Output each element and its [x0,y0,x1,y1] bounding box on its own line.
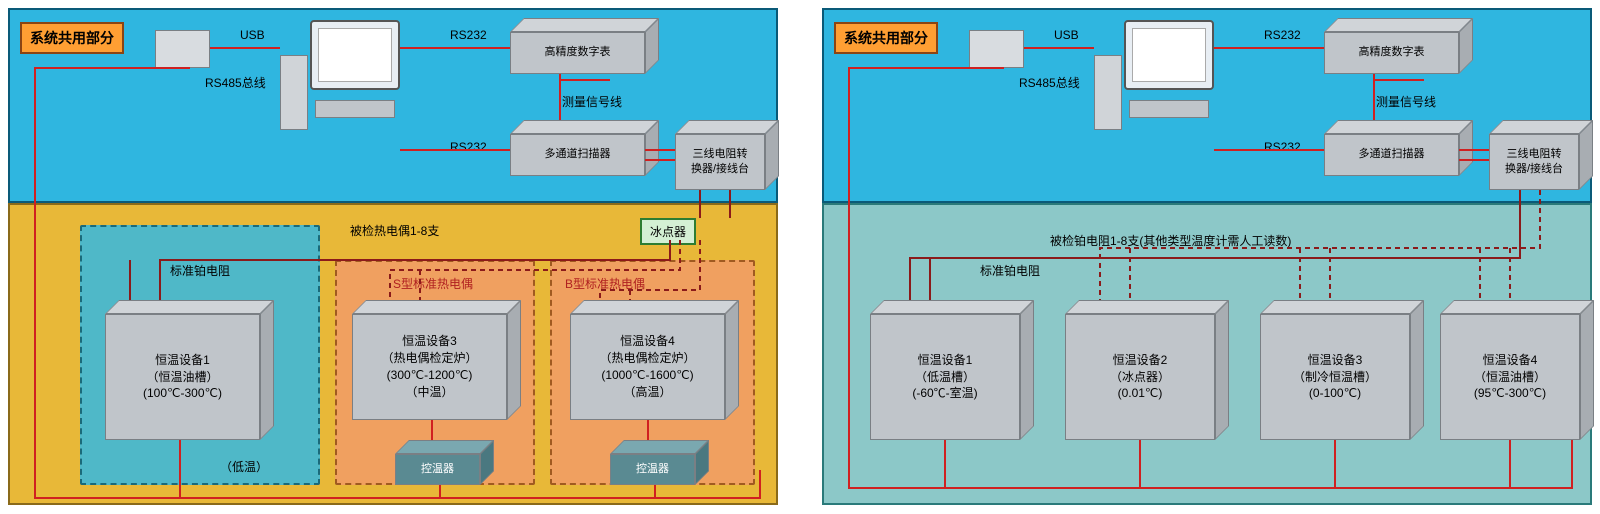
right-label-std-prt: 标准铂电阻 [980,262,1040,279]
left-dev4: 恒温设备4（热电偶检定炉）(1000℃-1600℃)（高温） [570,300,725,420]
left-label-std-prt: 标准铂电阻 [170,262,230,279]
right-scanner: 多通道扫描器 [1324,120,1459,176]
right-label-check-prt: 被检铂电阻1-8支(其他类型温度计需人工读数) [1050,232,1291,249]
left-label-rs485: RS485总线 [205,74,266,91]
right-dev4: 恒温设备4（恒温油槽）(95℃-300℃) [1440,300,1580,440]
right-computer-icon [1094,20,1234,130]
left-label-usb: USB [240,28,265,42]
right-label-measline: 测量信号线 [1376,93,1436,110]
right-label-usb: USB [1054,28,1079,42]
left-junction: 三线电阻转换器/接线台 [675,120,765,190]
left-label-check-tc: 被检热电偶1-8支 [350,222,439,239]
right-label-rs485: RS485总线 [1019,74,1080,91]
left-ice-box: 冰点器 [640,218,696,245]
right-digital-meter: 高精度数字表 [1324,18,1459,74]
left-label-rs232-top: RS232 [450,28,487,42]
right-printer-icon [969,30,1024,68]
right-label-rs232-bot: RS232 [1264,140,1301,154]
right-junction: 三线电阻转换器/接线台 [1489,120,1579,190]
left-label-b-tc: B型标准热电偶 [565,275,645,292]
left-computer-icon [280,20,420,130]
right-header: 系统共用部分 [834,22,938,54]
left-ctrl4: 控温器 [610,440,695,485]
left-dev1: 恒温设备1（恒温油槽）(100℃-300℃) [105,300,260,440]
left-label-rs232-bot: RS232 [450,140,487,154]
left-digital-meter: 高精度数字表 [510,18,645,74]
left-label-s-tc: S型标准热电偶 [393,275,473,292]
left-scanner: 多通道扫描器 [510,120,645,176]
left-dev3: 恒温设备3（热电偶检定炉）(300℃-1200℃)（中温） [352,300,507,420]
right-label-rs232-top: RS232 [1264,28,1301,42]
left-label-lowtemp: （低温） [220,458,268,475]
left-label-measline: 测量信号线 [562,93,622,110]
right-dev3: 恒温设备3（制冷恒温槽）(0-100℃) [1260,300,1410,440]
right-dev1: 恒温设备1（低温槽）(-60℃-室温) [870,300,1020,440]
left-printer-icon [155,30,210,68]
left-header: 系统共用部分 [20,22,124,54]
left-ctrl3: 控温器 [395,440,480,485]
diagram-canvas: 系统共用部分 高精度数字表 多通道扫描器 三线电阻转换器/接线台 冰点器 恒温设… [0,0,1600,514]
right-dev2: 恒温设备2（冰点器）(0.01℃) [1065,300,1215,440]
